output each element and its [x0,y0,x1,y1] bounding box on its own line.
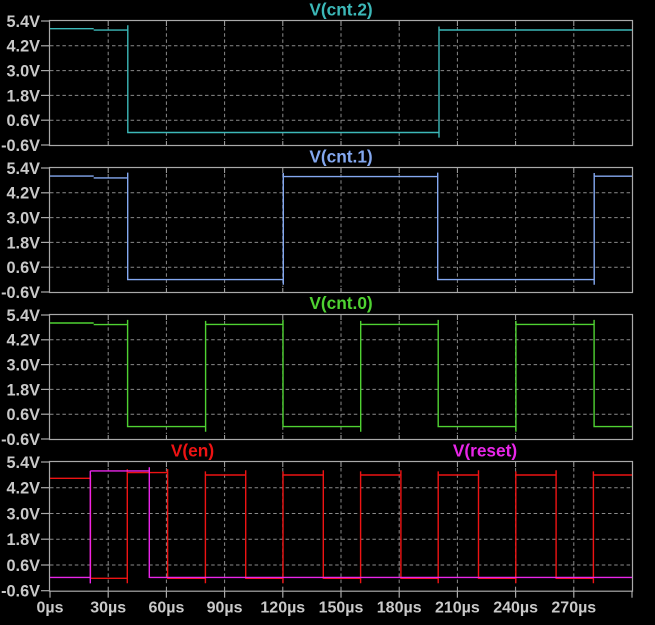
svg-text:4.2V: 4.2V [7,480,41,498]
svg-text:5.4V: 5.4V [7,13,41,31]
svg-text:5.4V: 5.4V [7,160,41,178]
svg-text:60µs: 60µs [148,600,184,617]
svg-text:1.8V: 1.8V [7,531,41,549]
svg-text:4.2V: 4.2V [7,185,41,203]
svg-text:3.0V: 3.0V [7,210,41,228]
svg-text:0.6V: 0.6V [7,406,41,424]
svg-text:0.6V: 0.6V [7,259,41,277]
svg-text:1.8V: 1.8V [7,234,41,252]
svg-text:150µs: 150µs [319,600,364,617]
svg-text:3.0V: 3.0V [7,357,41,375]
svg-text:4.2V: 4.2V [7,38,41,56]
svg-text:240µs: 240µs [493,600,538,617]
svg-text:V(reset): V(reset) [453,441,517,461]
svg-text:3.0V: 3.0V [7,63,41,81]
svg-text:120µs: 120µs [260,600,305,617]
svg-text:-0.6V: -0.6V [1,284,40,302]
svg-text:V(cnt.2): V(cnt.2) [309,0,372,20]
svg-text:-0.6V: -0.6V [1,583,40,601]
svg-text:90µs: 90µs [207,600,243,617]
svg-text:1.8V: 1.8V [7,381,41,399]
svg-text:5.4V: 5.4V [7,307,41,325]
svg-text:V(en): V(en) [171,441,214,461]
svg-text:270µs: 270µs [551,600,596,617]
svg-text:0.6V: 0.6V [7,557,41,575]
svg-text:1.8V: 1.8V [7,87,41,105]
svg-text:4.2V: 4.2V [7,332,41,350]
svg-text:-0.6V: -0.6V [1,431,40,449]
svg-text:V(cnt.0): V(cnt.0) [309,293,372,313]
svg-text:30µs: 30µs [90,600,126,617]
svg-text:0.6V: 0.6V [7,112,41,130]
svg-text:180µs: 180µs [377,600,422,617]
svg-text:0µs: 0µs [36,600,63,617]
svg-text:3.0V: 3.0V [7,505,41,523]
svg-text:-0.6V: -0.6V [1,137,40,155]
svg-text:210µs: 210µs [435,600,480,617]
svg-text:5.4V: 5.4V [7,454,41,472]
svg-text:V(cnt.1): V(cnt.1) [309,147,372,167]
